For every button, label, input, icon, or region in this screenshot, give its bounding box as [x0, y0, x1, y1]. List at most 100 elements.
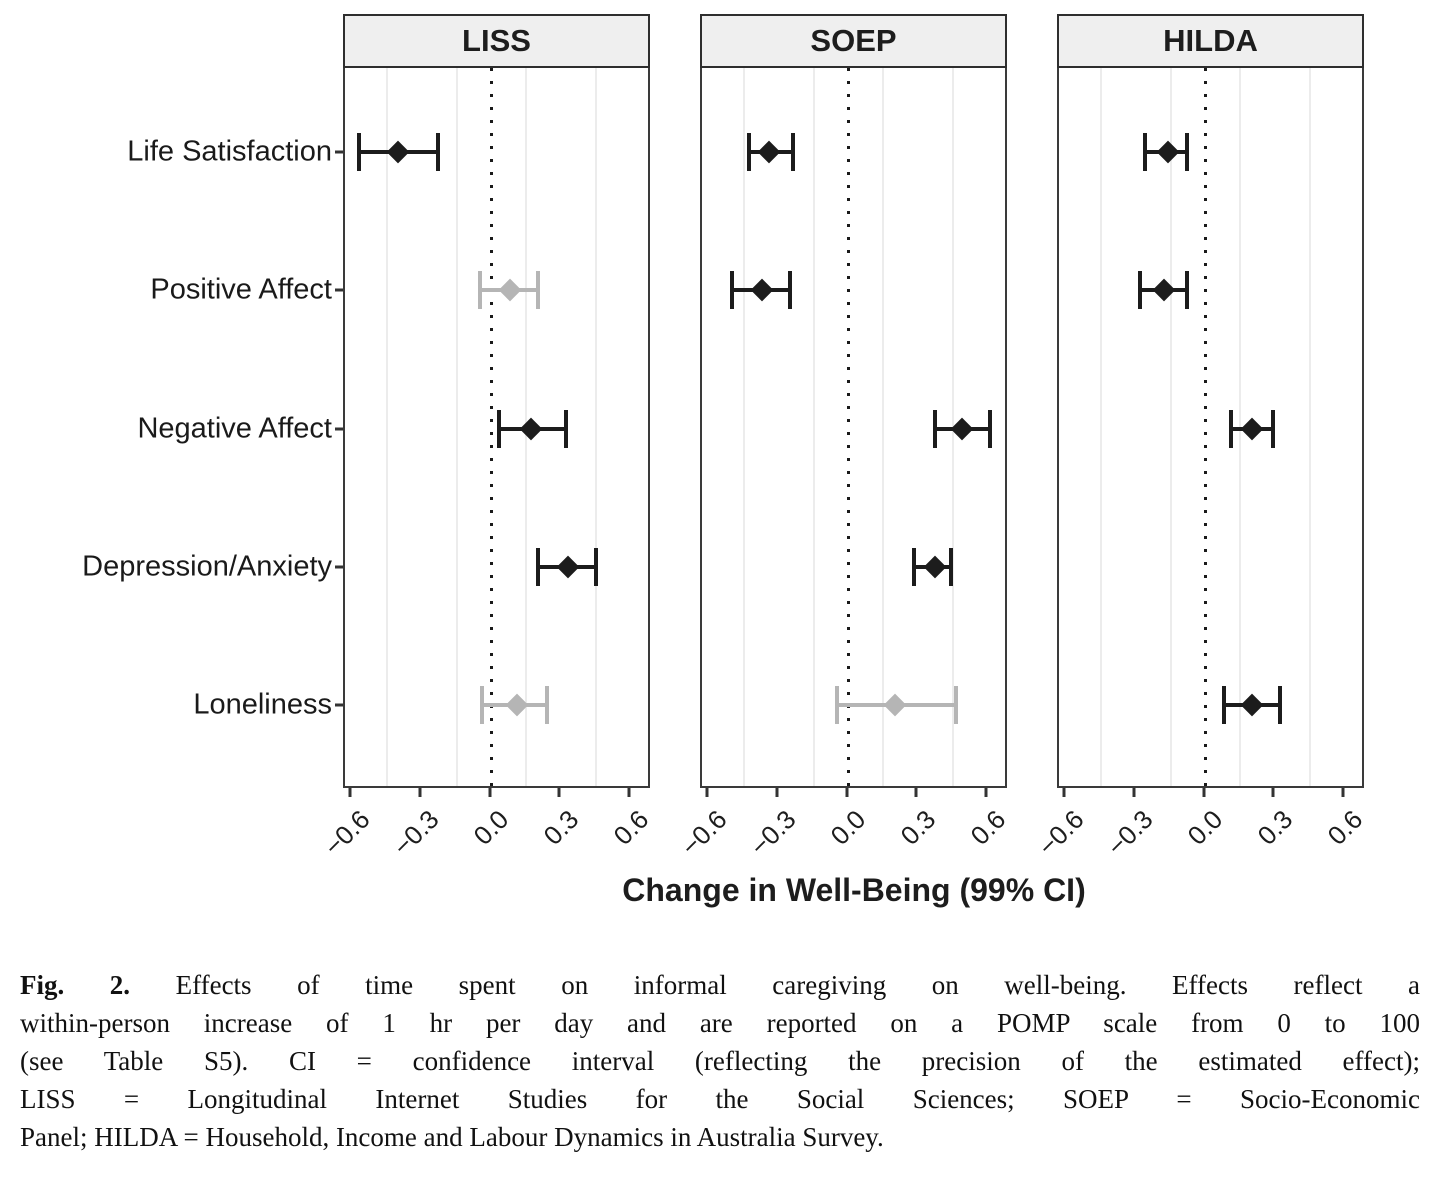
caption-line-1: Fig. 2. Effects of time spent on informa…	[20, 966, 1420, 1004]
x-axis-tick	[845, 788, 849, 797]
forest-plot-figure: Change in Well-Being (99% CI) Life Satis…	[82, 14, 1368, 908]
x-axis-tick-label-text: 0.0	[824, 804, 872, 851]
x-axis-title: Change in Well-Being (99% CI)	[622, 872, 1086, 908]
point-estimate-diamond	[951, 417, 974, 441]
point-estimate-diamond	[883, 693, 907, 717]
ci-whisker-cap	[911, 547, 916, 586]
minor-gridline	[455, 68, 458, 786]
ci-whisker-cap	[1277, 686, 1282, 725]
x-axis-tick	[488, 788, 492, 797]
y-axis-tick	[335, 427, 343, 431]
y-axis-tick	[335, 565, 343, 569]
y-axis-label-positive-affect: Positive Affect	[150, 273, 332, 306]
ci-whisker-cap	[480, 686, 485, 725]
point-estimate-diamond	[556, 555, 580, 579]
ci-whisker-cap	[1270, 409, 1275, 448]
x-axis-tick-label-text: −0.3	[744, 804, 802, 862]
x-axis-tick	[984, 788, 988, 797]
ci-whisker-cap	[834, 686, 839, 725]
ci-whisker-cap	[436, 133, 441, 172]
caption-line-2: within-person increase of 1 hr per day a…	[20, 1008, 1420, 1038]
ci-whisker-cap	[730, 271, 735, 310]
ci-whisker-cap	[988, 409, 993, 448]
panel-title-hilda: HILDA	[1057, 14, 1364, 68]
x-axis-tick	[1271, 788, 1275, 797]
caption-line-5: Panel; HILDA = Household, Income and Lab…	[20, 1122, 884, 1152]
y-axis-tick	[335, 150, 343, 154]
ci-whisker-cap	[788, 271, 793, 310]
x-axis-tick	[418, 788, 422, 797]
x-axis-tick-label-text: −0.6	[1031, 804, 1090, 862]
ci-whisker-cap	[496, 409, 501, 448]
point-estimate-diamond	[758, 140, 781, 164]
point-estimate-diamond	[387, 140, 410, 164]
y-axis-tick	[335, 288, 343, 292]
x-axis-tick-label-text: 0.3	[894, 804, 942, 851]
caption-line-4: LISS = Longitudinal Internet Studies for…	[20, 1084, 1420, 1114]
panel-title-liss: LISS	[343, 14, 650, 68]
x-axis-tick-label-text: 0.3	[1251, 804, 1299, 851]
x-axis-tick	[1132, 788, 1136, 797]
point-estimate-diamond	[498, 279, 522, 302]
x-axis-tick	[348, 788, 352, 797]
caption-line-1-text: Effects of time spent on informal caregi…	[175, 970, 1421, 1000]
panel-title-soep: SOEP	[700, 14, 1007, 68]
x-axis-tick-label-text: 0.6	[607, 804, 655, 851]
minor-gridline	[1309, 68, 1312, 786]
ci-whisker-cap	[594, 547, 599, 586]
ci-whisker-cap	[1229, 409, 1234, 448]
x-axis-tick-label-text: −0.3	[387, 804, 445, 862]
point-estimate-diamond	[751, 279, 774, 302]
x-axis-tick	[1202, 788, 1206, 797]
ci-whisker-cap	[1184, 271, 1189, 310]
ci-whisker-cap	[1138, 271, 1143, 310]
x-axis-tick	[914, 788, 918, 797]
x-axis-tick-label-text: 0.6	[964, 804, 1012, 851]
ci-whisker-cap	[545, 686, 550, 725]
x-axis-tick	[775, 788, 779, 797]
ci-whisker-cap	[948, 547, 953, 586]
caption-line-3: (see Table S5). CI = confidence interval…	[20, 1046, 1420, 1076]
ci-whisker-cap	[932, 409, 937, 448]
ci-whisker-cap	[1184, 133, 1189, 172]
minor-gridline	[812, 68, 815, 786]
y-axis-label-life-satisfaction: Life Satisfaction	[127, 135, 332, 168]
ci-whisker-cap	[356, 133, 361, 172]
minor-gridline	[595, 68, 598, 786]
point-estimate-diamond	[1240, 693, 1264, 717]
figure-caption: Fig. 2. Effects of time spent on informa…	[20, 966, 1420, 1156]
ci-whisker-cap	[536, 271, 541, 310]
panel-plot-soep	[700, 68, 1007, 788]
point-estimate-diamond	[1156, 140, 1180, 164]
panel-plot-liss	[343, 68, 650, 788]
x-axis-tick-label-text: 0.0	[1181, 804, 1229, 851]
ci-whisker-cap	[953, 686, 958, 725]
point-estimate-diamond	[519, 417, 543, 441]
ci-whisker-cap	[746, 133, 751, 172]
zero-reference-line	[490, 68, 494, 786]
x-axis-tick-label-text: −0.6	[317, 804, 376, 862]
zero-reference-line	[847, 68, 851, 786]
minor-gridline	[742, 68, 745, 786]
caption-fig-label: Fig. 2.	[20, 970, 131, 1000]
x-axis-tick-label-text: −0.3	[1101, 804, 1159, 862]
ci-whisker-cap	[477, 271, 482, 310]
x-axis-tick	[1341, 788, 1345, 797]
minor-gridline	[882, 68, 885, 786]
point-estimate-diamond	[1240, 417, 1264, 441]
y-axis-label-negative-affect: Negative Affect	[137, 412, 332, 445]
x-axis-tick-label-text: 0.3	[537, 804, 585, 851]
minor-gridline	[1169, 68, 1172, 786]
x-axis-tick	[705, 788, 709, 797]
x-axis-tick	[557, 788, 561, 797]
x-axis-tick-label-text: 0.0	[467, 804, 515, 851]
ci-whisker-cap	[1222, 686, 1227, 725]
y-axis-label-loneliness: Loneliness	[193, 688, 332, 721]
ci-whisker-cap	[536, 547, 541, 586]
minor-gridline	[385, 68, 388, 786]
x-axis-tick	[1062, 788, 1066, 797]
y-axis-label-depression-anxiety: Depression/Anxiety	[82, 550, 332, 583]
ci-whisker-cap	[1143, 133, 1148, 172]
x-axis-tick	[627, 788, 631, 797]
